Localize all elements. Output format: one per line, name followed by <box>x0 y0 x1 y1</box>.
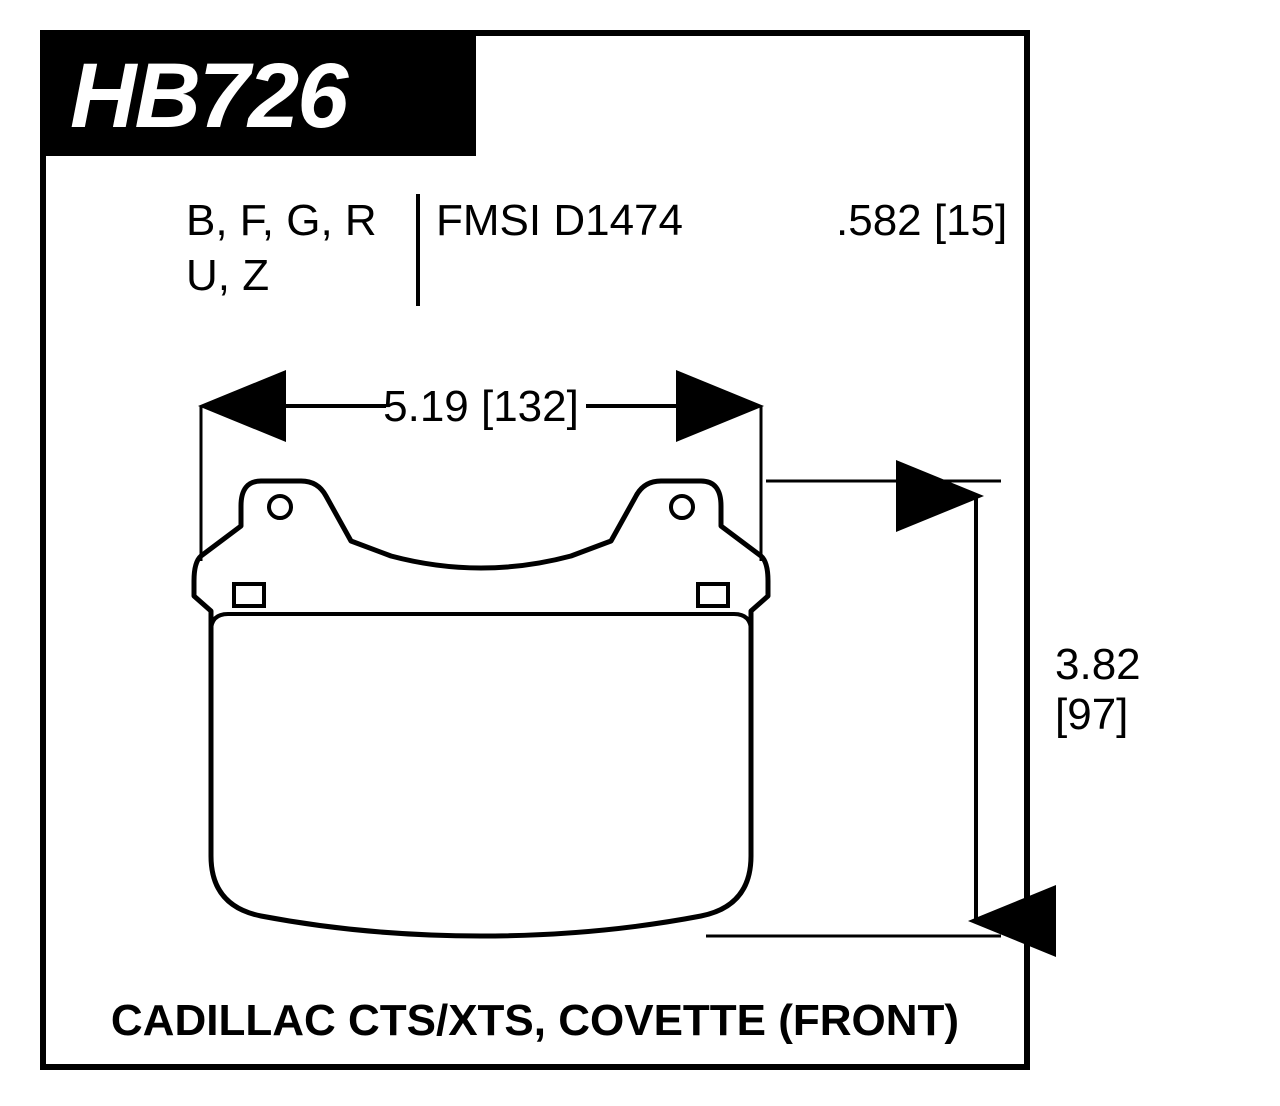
thickness-dim: .582 [15] <box>836 196 1007 246</box>
title-bar: HB726 <box>46 36 476 156</box>
pad-outline <box>194 481 768 936</box>
ear-hole-right <box>671 496 693 518</box>
height-dim-label: 3.82 [97] <box>1055 640 1141 740</box>
part-number: HB726 <box>70 44 346 149</box>
application-text: CADILLAC CTS/XTS, COVETTE (FRONT) <box>46 996 1024 1046</box>
clip-left <box>234 584 264 606</box>
compound-codes-line2: U, Z <box>186 251 269 301</box>
brake-pad-diagram: 5.19 [132] <box>106 346 1006 986</box>
pad-svg: 5.19 [132] <box>106 346 1006 986</box>
diagram-frame: HB726 B, F, G, R U, Z FMSI D1474 .582 [1… <box>40 30 1030 1070</box>
pad-inner-line <box>211 614 751 631</box>
width-dim-text: 5.19 [132] <box>383 382 579 431</box>
compound-codes-line1: B, F, G, R <box>186 196 377 246</box>
height-dim-line2: [97] <box>1055 690 1141 740</box>
clip-right <box>698 584 728 606</box>
height-dim-line1: 3.82 <box>1055 640 1141 690</box>
ear-hole-left <box>269 496 291 518</box>
info-divider <box>416 194 420 306</box>
fmsi-code: FMSI D1474 <box>436 196 683 246</box>
